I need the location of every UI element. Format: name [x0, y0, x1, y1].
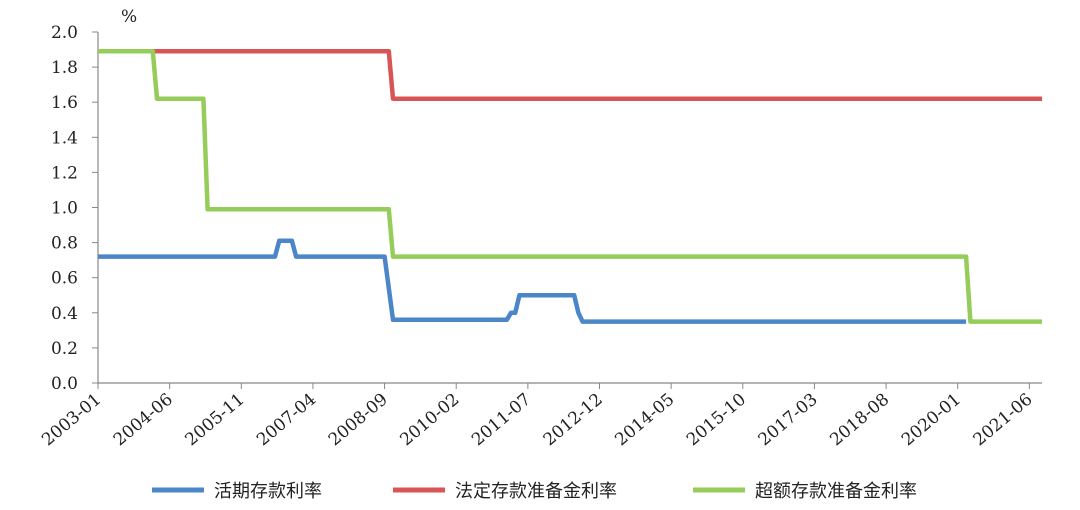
y-tick-label: 1.8: [51, 58, 78, 78]
x-tick-label: 2007-04: [253, 390, 320, 451]
x-axis-tick-labels: 2003-01 2004-06 2005-11 2007-04 2008-09 2010-…: [38, 390, 1036, 451]
x-tick-label: 2020-01: [898, 390, 965, 451]
y-axis-tick-labels: 0.0 0.2 0.4 0.6 0.8 1.0 1.2 1.4 1.6 1.8 2.0: [51, 23, 78, 394]
x-tick-label: 2010-02: [396, 390, 463, 451]
chart-axes: [92, 31, 1042, 389]
x-tick-label: 2018-08: [826, 390, 893, 451]
y-tick-label: 1.4: [51, 128, 78, 148]
x-tick-label: 2003-01: [38, 390, 105, 451]
y-tick-label: 0.4: [51, 304, 78, 324]
x-tick-label: 2011-07: [468, 390, 535, 451]
x-tick-label: 2004-06: [110, 390, 177, 451]
x-tick-label: 2014-05: [611, 390, 678, 451]
chart-legend: 活期存款利率 法定存款准备金利率 超额存款准备金利率: [152, 481, 917, 502]
y-tick-label: 2.0: [51, 23, 78, 43]
y-tick-label: 1.2: [51, 163, 78, 183]
x-tick-label: 2005-11: [182, 390, 249, 451]
x-tick-label: 2017-03: [755, 390, 822, 451]
y-tick-label: 0.8: [51, 234, 78, 254]
series-line-3: [98, 49, 1042, 324]
x-tick-label: 2008-09: [325, 390, 392, 451]
y-tick-label: 0.0: [51, 374, 78, 394]
legend-label-2: 法定存款准备金利率: [455, 481, 617, 502]
legend-label-1: 活期存款利率: [214, 481, 322, 502]
series-lines: [98, 49, 1042, 324]
y-tick-label: 1.6: [51, 93, 78, 113]
y-tick-label: 1.0: [51, 199, 78, 219]
series-line-1: [98, 238, 967, 324]
series-line-2: [98, 49, 1042, 101]
y-axis-unit-label: %: [121, 7, 137, 27]
x-tick-label: 2021-06: [970, 390, 1037, 451]
x-tick-label: 2012-12: [540, 390, 607, 451]
y-tick-label: 0.2: [51, 339, 78, 359]
y-tick-label: 0.6: [51, 269, 78, 289]
x-tick-label: 2015-10: [683, 390, 750, 451]
legend-label-3: 超额存款准备金利率: [755, 481, 917, 502]
